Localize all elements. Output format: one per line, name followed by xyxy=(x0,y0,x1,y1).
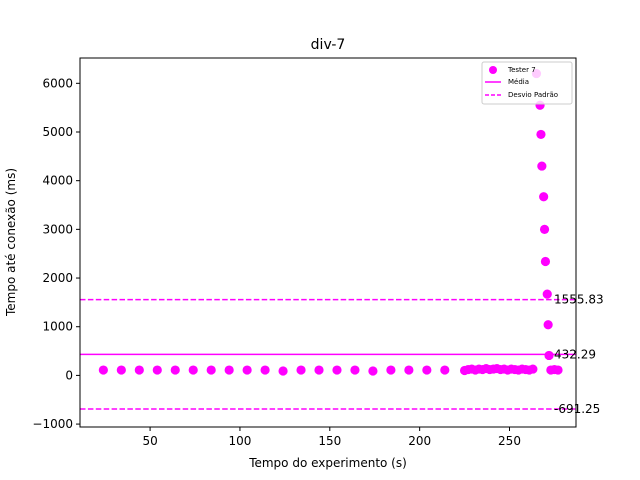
scatter-point xyxy=(116,365,126,375)
y-tick-label: 5000 xyxy=(42,125,73,139)
scatter-point xyxy=(386,365,396,375)
scatter-point xyxy=(553,365,563,375)
scatter-point xyxy=(539,192,549,202)
x-tick-label: 250 xyxy=(498,434,521,448)
line-annotations: 432.29 1555.83 -691.25 xyxy=(554,293,604,416)
y-axis-label: Tempo até conexão (ms) xyxy=(4,168,18,317)
legend-box xyxy=(481,61,573,105)
line-value-label: 1555.83 xyxy=(554,293,604,307)
scatter-point xyxy=(422,365,432,375)
x-axis-label: Tempo do experimento (s) xyxy=(248,456,407,470)
scatter-point xyxy=(152,365,162,375)
scatter-point xyxy=(537,161,547,171)
scatter-point xyxy=(98,365,108,375)
scatter-point xyxy=(206,365,216,375)
scatter-point xyxy=(543,320,553,330)
y-tick-label: 4000 xyxy=(42,174,73,188)
axes: 50 100 150 200 250 −1000 0 1000 2000 3000 4000 5000… xyxy=(32,57,577,448)
scatter-point xyxy=(528,364,538,374)
scatter-point xyxy=(242,365,252,375)
axes-frame xyxy=(79,57,577,428)
y-tick-label: 6000 xyxy=(42,76,73,90)
y-tick-label: −1000 xyxy=(32,417,73,431)
legend-label: Tester 7 xyxy=(507,66,536,74)
y-tick-label: 3000 xyxy=(42,222,73,236)
scatter-point xyxy=(134,365,144,375)
scatter-point xyxy=(350,365,360,375)
scatter-points xyxy=(98,68,563,376)
scatter-point xyxy=(224,365,234,375)
scatter-point xyxy=(544,350,554,361)
scatter-point xyxy=(170,365,180,375)
scatter-point xyxy=(540,256,551,267)
x-tick-label: 200 xyxy=(408,434,431,448)
scatter-point xyxy=(368,366,378,376)
y-tick-label: 0 xyxy=(65,368,73,382)
legend: Tester 7 Média Desvio Padrão xyxy=(481,61,573,105)
line-value-label: 432.29 xyxy=(554,347,596,361)
reference-lines xyxy=(80,298,576,410)
legend-label: Média xyxy=(508,78,529,86)
scatter-point xyxy=(536,129,546,140)
scatter-point xyxy=(542,289,552,299)
scatter-point xyxy=(404,365,414,375)
legend-marker-scatter xyxy=(489,66,497,74)
scatter-point xyxy=(188,365,198,375)
x-tick-label: 50 xyxy=(142,434,157,448)
scatter-point xyxy=(539,224,550,234)
chart-title: div-7 xyxy=(311,37,346,53)
scatter-point xyxy=(278,366,288,376)
x-tick-label: 150 xyxy=(318,434,341,448)
legend-label: Desvio Padrão xyxy=(508,91,558,99)
scatter-point xyxy=(260,365,270,375)
scatter-point xyxy=(440,365,450,375)
scatter-point xyxy=(314,365,324,375)
x-tick-label: 100 xyxy=(228,434,251,448)
scatter-point xyxy=(296,365,306,375)
y-tick-label: 1000 xyxy=(42,320,73,334)
line-value-label: -691.25 xyxy=(554,402,600,416)
scatter-point xyxy=(332,365,342,375)
y-tick-label: 2000 xyxy=(42,271,73,285)
